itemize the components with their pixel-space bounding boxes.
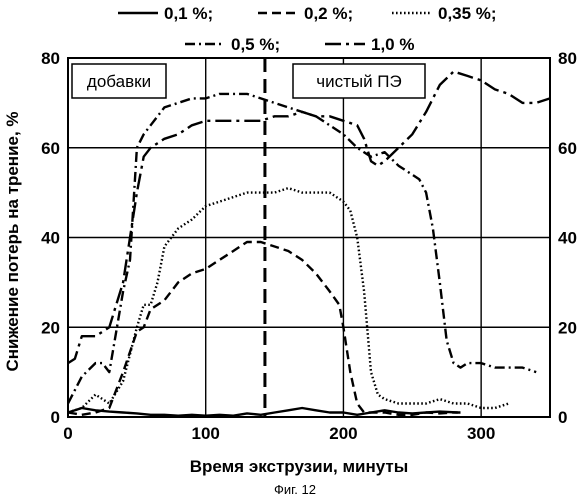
series-layer — [68, 72, 550, 416]
y-tick-label-right: 80 — [558, 49, 577, 68]
y-tick-label-left: 80 — [41, 49, 60, 68]
x-tick-label: 300 — [467, 424, 495, 443]
y-tick-label-right: 60 — [558, 139, 577, 158]
legend-label-5: 1,0 % — [371, 35, 414, 54]
legend-label-1: 0,1 %; — [164, 4, 213, 23]
x-axis-title: Время экструзии, минуты — [190, 457, 409, 476]
annotation-pure: чистый ПЭ — [293, 64, 425, 98]
figure-caption: Фиг. 12 — [274, 482, 316, 497]
legend: 0,1 %; 0,2 %; 0,35 %; 0,5 %; 1,0 % — [118, 4, 497, 54]
legend-label-2: 0,2 %; — [304, 4, 353, 23]
annotation-additives: добавки — [72, 64, 166, 98]
legend-label-3: 0,35 %; — [438, 4, 497, 23]
y-axis-title: Снижение потерь на трение, % — [3, 111, 22, 371]
legend-label-4: 0,5 %; — [231, 35, 280, 54]
series-line-3 — [68, 188, 509, 412]
x-tick-label: 0 — [63, 424, 72, 443]
series-line-2 — [68, 242, 461, 415]
y-tick-label-left: 20 — [41, 318, 60, 337]
x-tick-label: 200 — [329, 424, 357, 443]
y-tick-label-left: 40 — [41, 229, 60, 248]
y-tick-label-right: 20 — [558, 318, 577, 337]
y-tick-label-right: 40 — [558, 229, 577, 248]
annotation-pure-label: чистый ПЭ — [316, 72, 402, 91]
series-line-4 — [68, 94, 536, 404]
y-tick-label-left: 60 — [41, 139, 60, 158]
y-tick-label-left: 0 — [51, 408, 60, 427]
x-tick-label: 100 — [192, 424, 220, 443]
annotation-additives-label: добавки — [87, 72, 151, 91]
y-tick-label-right: 0 — [558, 408, 567, 427]
